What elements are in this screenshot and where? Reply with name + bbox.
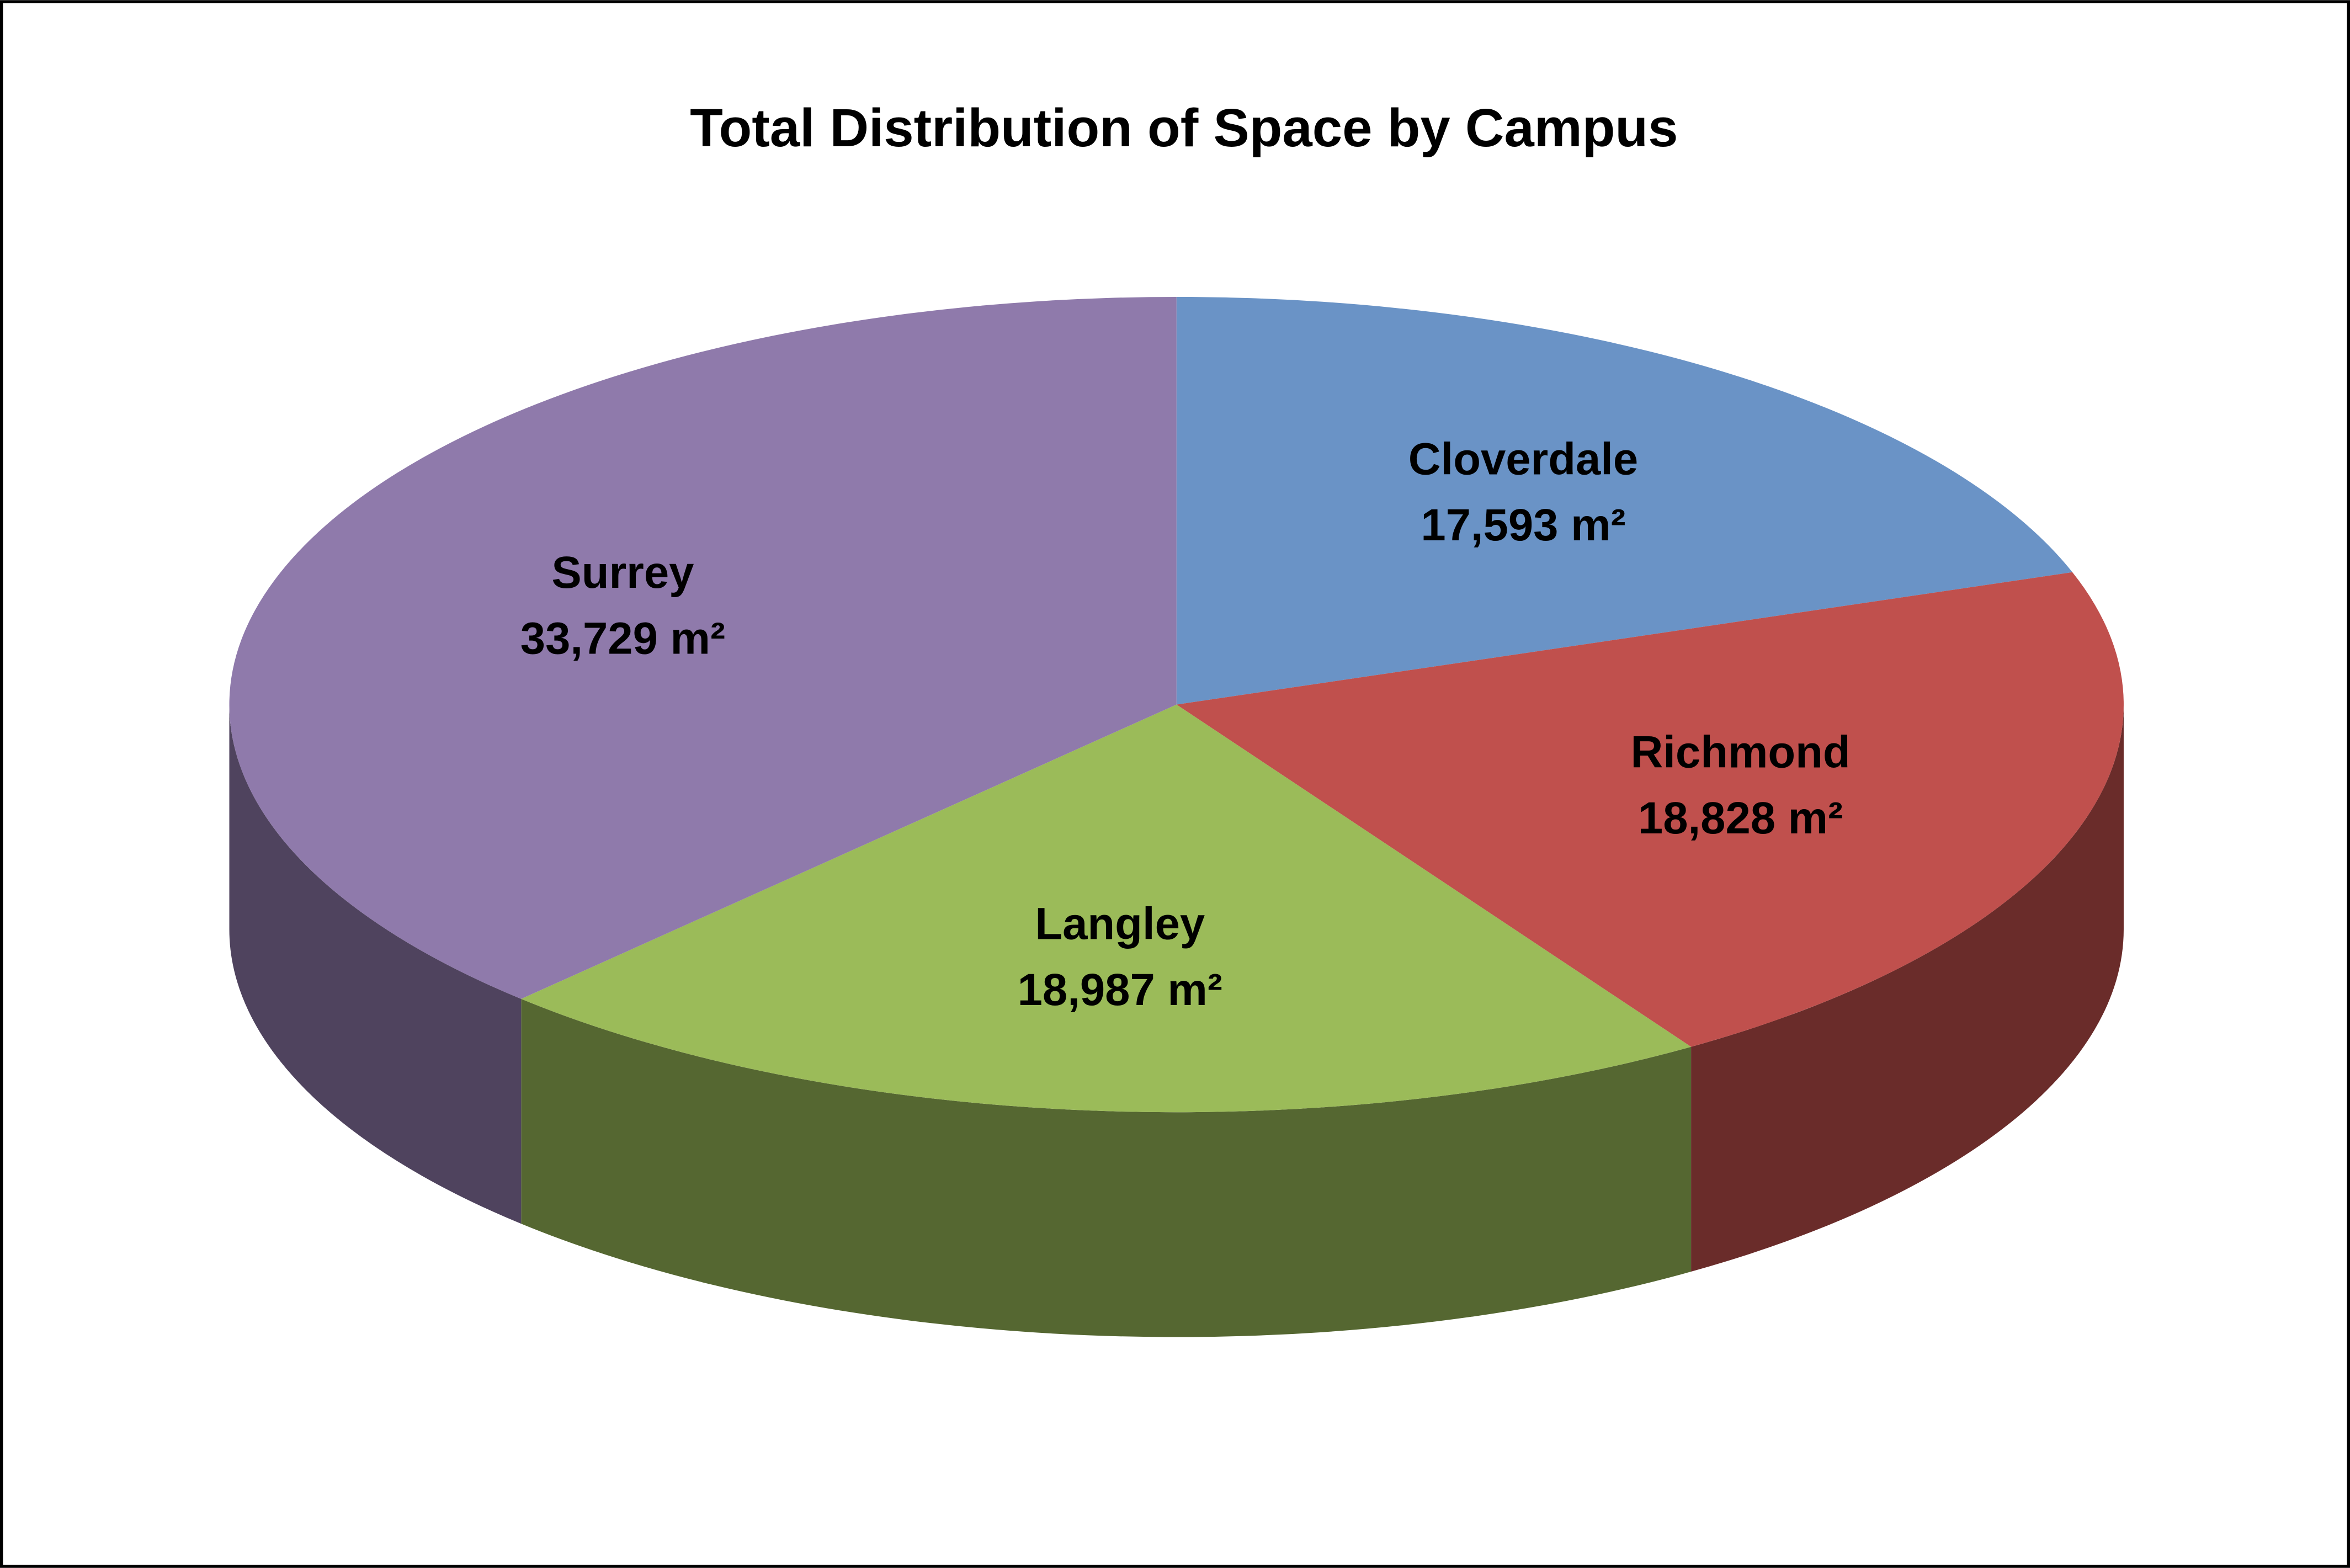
slice-label: Langley <box>1035 899 1205 949</box>
slice <box>1176 572 2124 1047</box>
slice-label: Richmond <box>1630 727 1850 777</box>
value-label: 17,593 m² <box>1421 500 1625 550</box>
slice-side <box>229 704 522 1224</box>
slice <box>1176 296 2072 705</box>
value-label: 18,987 m² <box>1018 965 1222 1015</box>
value-label: 18,828 m² <box>1638 793 1843 843</box>
slice-label: Cloverdale <box>1408 434 1639 485</box>
slice-label: Surrey <box>551 548 694 598</box>
slice-side <box>1691 704 2124 1272</box>
chart-title: Total Distribution of Space by Campus <box>690 98 1678 158</box>
slice <box>521 704 1692 1113</box>
slice-side <box>521 998 1692 1337</box>
value-label: 33,729 m² <box>520 613 725 663</box>
slice <box>229 296 1177 999</box>
